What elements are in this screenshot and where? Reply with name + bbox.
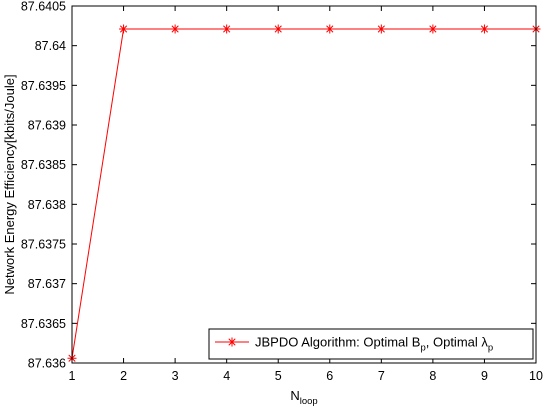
y-tick-label: 87.637 xyxy=(28,277,66,291)
x-tick-label: 10 xyxy=(529,369,543,383)
marker-stroke xyxy=(223,25,231,33)
legend-label-sub1: p xyxy=(420,343,425,354)
data-point xyxy=(376,24,386,34)
ticks-layer: 1 2 3 4 5 6 7 8 9 10 87.636 87.6365 87.637 87.6375 87.… xyxy=(21,0,543,383)
data-point xyxy=(428,24,438,34)
marker-stroke xyxy=(429,25,437,33)
data-point xyxy=(479,24,489,34)
x-tick-label: 4 xyxy=(223,369,230,383)
data-point xyxy=(325,24,335,34)
data-point xyxy=(170,24,180,34)
marker-stroke xyxy=(119,25,128,33)
legend-series-label: JBPDO Algorithm: Optimal Bp, Optimal λp xyxy=(255,335,493,354)
y-tick-label: 87.6385 xyxy=(21,158,66,172)
data-point xyxy=(119,24,129,34)
x-tick-label: 2 xyxy=(120,369,127,383)
data-point xyxy=(273,24,283,34)
marker-stroke xyxy=(377,25,385,33)
x-axis-label-subscript: loop xyxy=(300,396,318,407)
legend-label-middle: , Optimal λ xyxy=(426,335,489,350)
x-axis-label-main: N xyxy=(290,388,299,403)
x-tick-label: 8 xyxy=(429,369,436,383)
y-tick-label: 87.639 xyxy=(28,119,66,133)
x-tick-label: 1 xyxy=(69,369,76,383)
legend-asterisk xyxy=(227,337,237,347)
legend-label-prefix: JBPDO Algorithm: Optimal B xyxy=(255,335,420,350)
y-tick-label: 87.6365 xyxy=(21,317,66,331)
legend-box xyxy=(208,328,534,360)
x-axis-label: Nloop xyxy=(290,388,317,407)
y-tick-label: 87.6395 xyxy=(21,79,66,93)
legend-series-marker xyxy=(215,337,249,347)
x-tick-label: 9 xyxy=(481,369,488,383)
marker-stroke xyxy=(274,25,282,33)
marker-stroke xyxy=(171,25,179,33)
y-tick-label: 87.64 xyxy=(35,39,66,53)
y-tick-label: 87.638 xyxy=(28,198,66,212)
data-point xyxy=(222,24,232,34)
y-axis-label: Network Energy Efficiency[kbits/Joule] xyxy=(2,74,17,294)
x-tick-label: 7 xyxy=(378,369,385,383)
y-tick-label: 87.636 xyxy=(28,357,66,371)
marker-stroke xyxy=(326,25,334,33)
plot-area-frame xyxy=(71,5,537,364)
x-tick-label: 3 xyxy=(172,369,179,383)
legend-label-sub2: p xyxy=(488,343,493,354)
series-line xyxy=(71,28,536,359)
x-tick-label: 5 xyxy=(275,369,282,383)
y-tick-label: 87.6375 xyxy=(21,238,66,252)
marker-stroke xyxy=(228,338,236,346)
legend: JBPDO Algorithm: Optimal Bp, Optimal λp xyxy=(208,328,534,360)
y-tick-label: 87.6405 xyxy=(21,0,66,14)
marker-stroke xyxy=(480,25,489,33)
x-tick-label: 6 xyxy=(326,369,333,383)
